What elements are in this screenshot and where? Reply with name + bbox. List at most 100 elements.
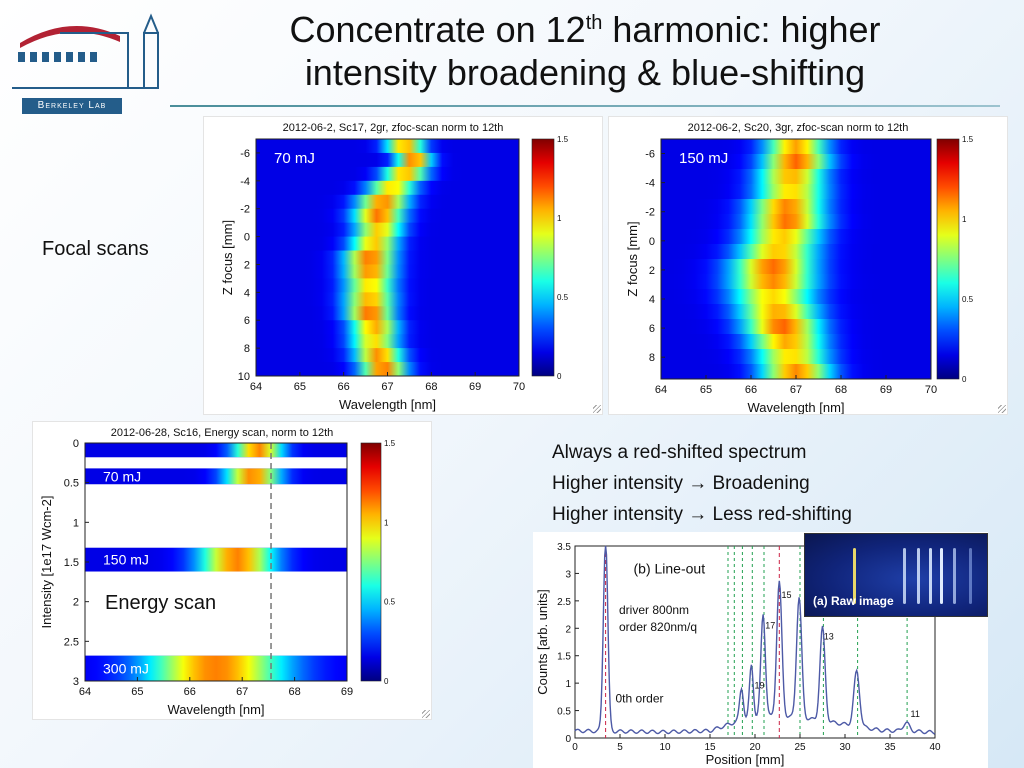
- heatmap-row: [661, 139, 931, 155]
- observation-item: Always a red-shifted spectrum: [552, 442, 807, 463]
- y-tick-label: 1: [565, 679, 571, 690]
- harmonic-order-label: 11: [911, 709, 920, 719]
- y-tick-label: 2.5: [64, 636, 79, 648]
- heatmap-row: [661, 304, 931, 320]
- focal-scan-150mj-chart: 64 65 66 67 68 69 70 -6 -4 -2 0 2 4 6 8 Wavelength [nm]…: [608, 116, 1008, 415]
- lineout-series: [574, 545, 936, 735]
- heatmap-row: [256, 194, 519, 210]
- lineout-title: (b) Line-out: [634, 560, 706, 576]
- band-label: 300 mJ: [103, 660, 149, 676]
- logo-building-icon: [12, 13, 159, 89]
- y-tick-label: -6: [240, 148, 250, 160]
- heatmap-row: [256, 348, 519, 363]
- y-tick-label: 1: [73, 517, 79, 529]
- heatmap-row: [256, 278, 519, 293]
- heatmap-row: [256, 264, 519, 279]
- x-tick-label: 30: [839, 742, 851, 753]
- y-tick-label: 8: [649, 352, 655, 364]
- driver-note-line2: order 820nm/q: [619, 620, 698, 634]
- heatmap-row: [256, 139, 519, 154]
- focal-scan-70mj-chart: 64 65 66 67 68 69 70 -6 -4 -2 0 2 4 6 8 10 Wavelength [n…: [203, 116, 603, 415]
- y-tick-label: 3: [73, 676, 79, 688]
- x-tick-label: 64: [79, 686, 91, 698]
- heatmap-row: [256, 306, 519, 321]
- colorbar-tick-label: 0: [962, 375, 967, 384]
- title-line1-post: harmonic: higher: [602, 9, 881, 50]
- raw-image-line: [953, 548, 956, 604]
- y-tick-label: 2: [244, 259, 250, 271]
- y-tick-label: 1.5: [557, 652, 571, 663]
- colorbar: [360, 442, 382, 682]
- observation-item: Higher intensity → Broadening: [552, 473, 810, 494]
- observation-item: Higher intensity → Less red-shifting: [552, 504, 852, 525]
- raw-image-line: [917, 548, 920, 604]
- colorbar-tick-label: 1.5: [962, 135, 974, 144]
- y-axis-label: Z focus [mm]: [625, 221, 640, 296]
- y-tick-label: 0: [73, 438, 79, 450]
- y-tick-label: 4: [649, 294, 655, 306]
- heatmap-row: [256, 250, 519, 265]
- driver-note-line1: driver 800nm: [619, 603, 690, 617]
- x-axis-label: Wavelength [nm]: [747, 400, 844, 414]
- title-line2: intensity broadening & blue-shifting: [304, 52, 866, 93]
- heatmap-row: [661, 244, 931, 260]
- x-tick-label: 66: [338, 381, 350, 393]
- x-tick-label: 70: [513, 381, 525, 393]
- y-tick-label: 4: [244, 287, 250, 299]
- heatmap-row: [661, 319, 931, 335]
- y-tick-label: 0: [649, 236, 655, 248]
- colorbar-tick-label: 1: [384, 518, 389, 527]
- colorbar-tick-label: 0.5: [962, 295, 974, 304]
- x-tick-label: 66: [184, 686, 196, 698]
- title-superscript: th: [585, 12, 603, 34]
- driver-note: driver 800nm order 820nm/q: [619, 602, 698, 636]
- x-axis-label: Wavelength [nm]: [167, 702, 264, 717]
- energy-annotation: 70 mJ: [274, 150, 315, 167]
- y-tick-label: 6: [244, 315, 250, 327]
- heatmap-row: [661, 199, 931, 215]
- y-tick-label: 6: [649, 323, 655, 335]
- x-tick-label: 67: [236, 686, 248, 698]
- y-tick-label: 8: [244, 343, 250, 355]
- x-tick-label: 69: [341, 686, 353, 698]
- chart-title: 2012-06-2, Sc17, 2gr, zfoc-scan norm to …: [283, 122, 504, 134]
- x-tick-label: 65: [294, 381, 306, 393]
- x-tick-label: 66: [745, 384, 757, 396]
- harmonic-order-label: 17: [765, 620, 775, 630]
- harmonic-order-label: 15: [781, 590, 791, 600]
- resize-grip-icon: [422, 710, 430, 718]
- colorbar-tick-label: 1.5: [557, 135, 569, 144]
- berkeley-lab-logo: Berkeley Lab: [10, 8, 178, 114]
- heatmap-row: [661, 289, 931, 305]
- heatmap-row: [256, 362, 519, 377]
- x-tick-label: 65: [131, 686, 143, 698]
- heatmap-band: [85, 443, 347, 458]
- heatmap-row: [661, 184, 931, 200]
- slide-title: Concentrate on 12th harmonic: higher int…: [180, 8, 990, 94]
- colorbar-tick-label: 0.5: [557, 293, 569, 302]
- raw-image-line: [940, 548, 943, 604]
- energy-scan-chart: 70 mJ 150 mJ 300 mJ 64 65 66 67 68 69 0 0.5 1 1.5 2 2.…: [32, 421, 432, 720]
- raw-image-inset: (a) Raw image: [804, 533, 988, 617]
- raw-image-line: [929, 548, 932, 604]
- chart-title: 2012-06-28, Sc16, Energy scan, norm to 1…: [111, 427, 334, 439]
- y-axis-label: Intensity [1e17 Wcm-2]: [39, 496, 54, 629]
- raw-image-line: [969, 548, 972, 604]
- x-tick-label: 68: [425, 381, 437, 393]
- heatmap-row: [661, 349, 931, 365]
- x-tick-label: 67: [790, 384, 802, 396]
- colorbar-tick-label: 0: [384, 677, 389, 686]
- scan-gap: [85, 571, 347, 656]
- y-tick-label: 2: [649, 265, 655, 277]
- heatmap-row: [256, 320, 519, 335]
- y-axis-label: Z focus [mm]: [220, 220, 235, 295]
- heatmap-row: [256, 208, 519, 224]
- x-tick-label: 5: [617, 742, 623, 753]
- y-axis-label: Counts [arb. units]: [535, 589, 550, 695]
- harmonic-order-label: 19: [754, 681, 764, 691]
- heatmap-row: [256, 222, 519, 238]
- x-tick-label: 70: [925, 384, 937, 396]
- x-tick-label: 64: [655, 384, 667, 396]
- y-tick-label: -4: [645, 178, 655, 190]
- heatmap-band: [85, 547, 347, 572]
